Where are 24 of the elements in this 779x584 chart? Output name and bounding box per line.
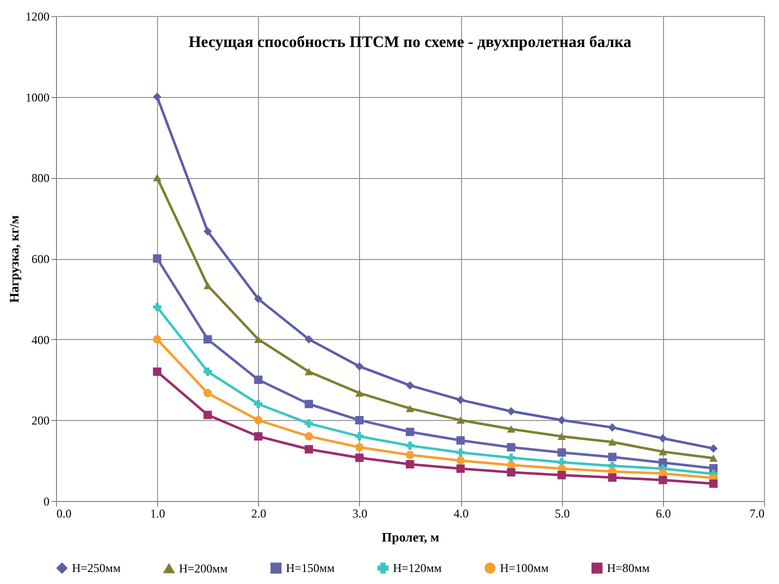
y-tick-label: 200	[32, 414, 50, 428]
legend-label: H=100мм	[500, 561, 550, 576]
y-tick-label: 0	[44, 494, 50, 508]
y-tick-label: 600	[32, 252, 50, 266]
legend-label: H=80мм	[607, 561, 650, 576]
x-tick-label: 3.0	[352, 506, 368, 520]
legend-label: H=150мм	[286, 561, 336, 576]
legend-label: H=120мм	[393, 561, 442, 576]
text: Несущая способность ПТСМ по схеме - двухпролетная балка	[188, 34, 632, 51]
legend-label: H=200мм	[179, 561, 228, 576]
y-tick-label: 1000	[26, 90, 50, 104]
y-tick-label: 800	[32, 171, 50, 186]
y-axis-title: Нагрузка, кг/м	[6, 215, 22, 303]
x-axis-title: Пролет, м	[382, 530, 440, 544]
x-tick-label: 4.0	[454, 506, 469, 520]
y-tick-label: 1200	[26, 10, 50, 24]
x-tick-label: 2.0	[251, 506, 266, 520]
x-tick-label: 1.0	[150, 506, 166, 520]
x-tick-label: 0.0	[56, 506, 72, 520]
x-tick-label: 6.0	[656, 506, 671, 520]
legend-label: H=250мм	[72, 561, 122, 576]
x-tick-label: 5.0	[554, 506, 570, 520]
x-tick-label: 7.0	[750, 506, 764, 520]
y-tick-label: 400	[32, 332, 50, 347]
